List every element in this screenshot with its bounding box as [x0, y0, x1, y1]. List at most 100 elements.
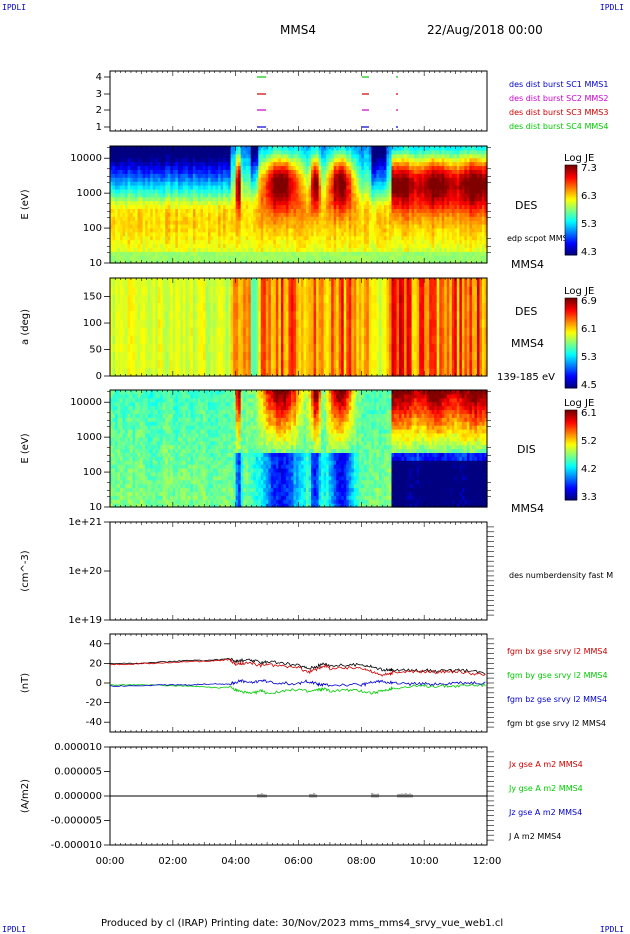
heatmap-cell [135, 153, 139, 159]
heatmap-cell [145, 200, 149, 206]
heatmap-cell [461, 149, 465, 155]
heatmap-cell [331, 231, 335, 237]
heatmap-cell [388, 212, 393, 217]
heatmap-cell [404, 227, 408, 233]
heatmap-cell [426, 185, 430, 190]
heatmap-cell [383, 177, 388, 182]
heatmap-cell [197, 188, 202, 194]
heatmap-cell [406, 181, 410, 186]
heatmap-cell [381, 185, 385, 190]
heatmap-cell [125, 224, 129, 229]
heatmap-cell [233, 235, 237, 241]
heatmap-cell [333, 243, 337, 248]
heatmap-cell [451, 177, 455, 182]
heatmap-cell [431, 220, 435, 225]
heatmap-cell [140, 200, 144, 206]
heatmap-cell [484, 157, 488, 163]
heatmap-cell [208, 227, 212, 233]
heatmap-cell [167, 343, 171, 353]
heatmap-cell [253, 173, 257, 178]
heatmap-cell [409, 169, 413, 174]
heatmap-cell [361, 185, 365, 190]
colorbar-band [565, 179, 577, 182]
heatmap-cell [368, 188, 372, 194]
heatmap-cell [416, 216, 420, 221]
heatmap-cell [383, 239, 388, 245]
heatmap-cell [391, 177, 395, 182]
heatmap-cell [479, 251, 483, 256]
heatmap-cell [170, 177, 174, 182]
heatmap-cell [298, 157, 302, 163]
heatmap-cell [205, 216, 209, 221]
heatmap-cell [391, 212, 395, 217]
heatmap-cell [260, 227, 264, 233]
heatmap-cell [474, 235, 478, 241]
heatmap-cell [140, 367, 144, 377]
heatmap-cell [308, 235, 312, 241]
heatmap-cell [303, 239, 307, 245]
heatmap-cell [316, 247, 320, 252]
heatmap-cell [471, 235, 476, 241]
heatmap-cell [378, 149, 383, 155]
heatmap-cell [127, 181, 131, 186]
colorbar-band [565, 193, 577, 196]
heatmap-cell [167, 310, 171, 320]
heatmap-cell [466, 259, 470, 264]
heatmap-cell [366, 247, 370, 252]
heatmap-cell [378, 224, 383, 229]
heatmap-cell [152, 192, 156, 198]
heatmap-cell [250, 169, 254, 174]
heatmap-cell [479, 181, 483, 186]
heatmap-cell [449, 212, 453, 217]
heatmap-cell [399, 247, 403, 252]
heatmap-cell [145, 251, 149, 256]
heatmap-cell [200, 169, 204, 174]
heatmap-cell [283, 196, 287, 202]
heatmap-cell [288, 157, 292, 163]
heatmap-cell [150, 335, 154, 344]
heatmap-cell [424, 200, 428, 206]
heatmap-cell [167, 165, 171, 170]
heatmap-cell [187, 278, 192, 287]
colorbar-band [565, 207, 577, 210]
heatmap-cell [112, 318, 116, 328]
heatmap-cell [454, 146, 458, 151]
heatmap-cell [341, 220, 345, 225]
heatmap-cell [434, 165, 438, 170]
heatmap-cell [333, 149, 337, 155]
heatmap-cell [326, 173, 330, 178]
heatmap-cell [130, 259, 134, 264]
heatmap-cell [429, 247, 433, 252]
heatmap-cell [311, 181, 315, 186]
heatmap-cell [378, 235, 383, 241]
heatmap-cell [285, 192, 290, 198]
heatmap-cell [464, 220, 468, 225]
heatmap-cell [255, 188, 259, 194]
heatmap-cell [429, 177, 433, 182]
heatmap-cell [424, 243, 428, 248]
heatmap-cell [449, 231, 453, 237]
heatmap-cell [162, 343, 166, 353]
heatmap-cell [333, 181, 337, 186]
heatmap-cell [431, 196, 435, 202]
heatmap-cell [358, 157, 362, 163]
heatmap-cell [258, 149, 262, 155]
heatmap-cell [230, 165, 234, 170]
heatmap-cell [434, 251, 438, 256]
heatmap-cell [225, 185, 229, 190]
heatmap-cell [434, 161, 438, 167]
heatmap-cell [414, 149, 418, 155]
heatmap-cell [185, 192, 189, 198]
heatmap-cell [351, 169, 355, 174]
heatmap-cell [165, 351, 169, 361]
heatmap-cell [243, 146, 247, 151]
heatmap-cell [190, 192, 194, 198]
heatmap-cell [268, 196, 272, 202]
heatmap-cell [155, 185, 159, 190]
heatmap-cell [476, 157, 481, 163]
heatmap-cell [230, 196, 234, 202]
heatmap-cell [361, 239, 365, 245]
heatmap-cell [346, 212, 350, 217]
heatmap-cell [127, 196, 131, 202]
burst-frame [109, 70, 488, 132]
